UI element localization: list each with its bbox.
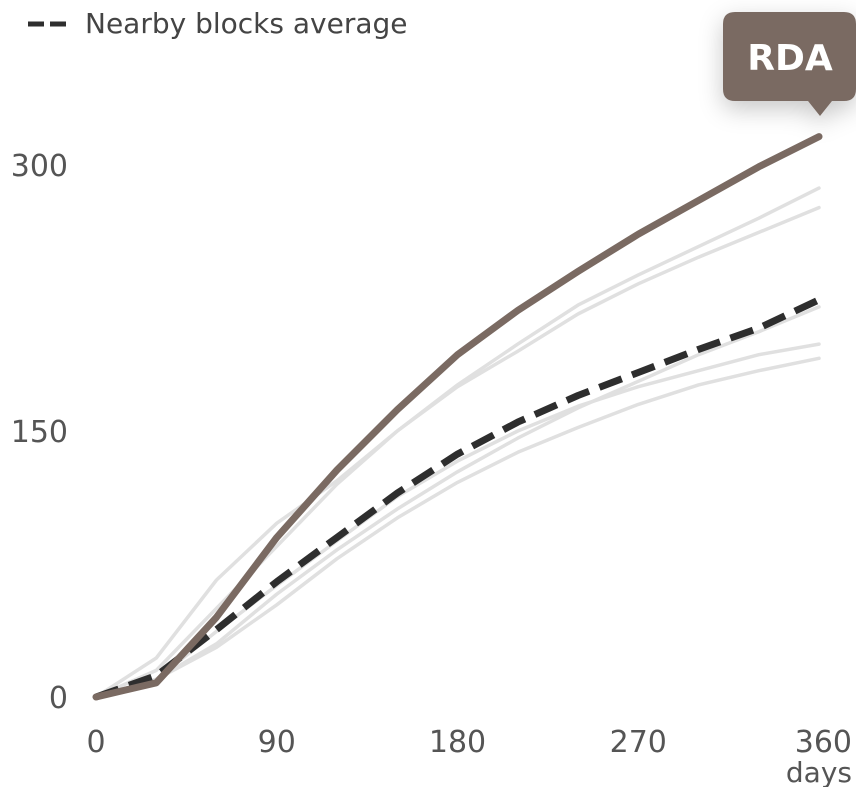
x-tick-label: 360 (795, 725, 852, 760)
series-layer (92, 133, 823, 701)
x-tick-label: 270 (610, 725, 667, 760)
y-tick-label: 150 (11, 415, 68, 450)
rda-badge-label: RDA (747, 38, 833, 79)
y-tick-label: 300 (11, 149, 68, 184)
legend-label: Nearby blocks average (85, 7, 408, 40)
series-line-rda (92, 133, 823, 701)
rda-badge (723, 12, 856, 116)
series-line-nearby-block-3 (94, 305, 821, 699)
x-tick-label: 90 (258, 725, 296, 760)
series-line-nearby-block-4 (94, 342, 821, 699)
x-tick-label: 0 (86, 725, 105, 760)
x-axis-ticks: 0 90 180 270 360 (86, 725, 852, 760)
series-line-nearby-block-2 (94, 205, 821, 699)
x-axis-unit: days (786, 756, 852, 787)
legend: Nearby blocks average (28, 7, 408, 40)
x-tick-label: 180 (429, 725, 486, 760)
series-line-nearby-average (94, 296, 821, 701)
rda-badge-shape (723, 12, 856, 116)
series-line-nearby-block-5 (94, 356, 821, 699)
y-axis-ticks: 0 150 300 (11, 149, 68, 716)
y-tick-label: 0 (49, 681, 68, 716)
